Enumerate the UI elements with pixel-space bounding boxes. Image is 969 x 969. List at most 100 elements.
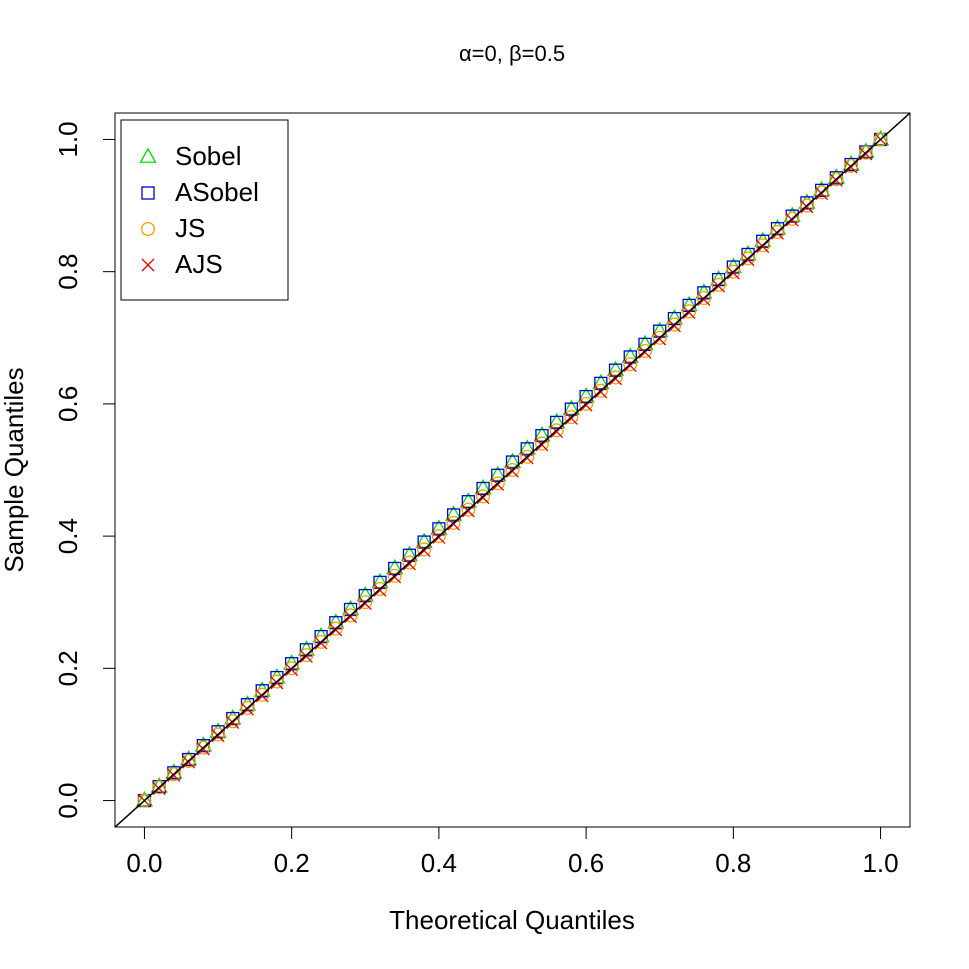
- marker-square: [461, 495, 475, 509]
- marker-triangle: [356, 586, 374, 602]
- marker-circle: [534, 436, 549, 451]
- marker-square: [623, 350, 637, 364]
- chart-title: α=0, β=0.5: [459, 41, 565, 66]
- marker-circle: [829, 172, 844, 187]
- marker-circle: [682, 304, 697, 319]
- marker-square: [579, 389, 593, 404]
- marker-circle: [858, 145, 873, 160]
- marker-triangle: [651, 321, 669, 338]
- marker-circle: [358, 595, 373, 610]
- marker-triangle: [533, 426, 551, 442]
- marker-circle: [431, 529, 446, 544]
- marker-triangle: [139, 147, 157, 163]
- marker-triangle: [400, 545, 419, 562]
- marker-triangle: [459, 492, 477, 508]
- x-tick-label: 1.0: [862, 848, 898, 878]
- marker-triangle: [548, 412, 566, 429]
- marker-square: [491, 468, 505, 482]
- marker-triangle: [606, 360, 625, 377]
- marker-triangle: [489, 465, 507, 482]
- marker-triangle: [386, 558, 404, 575]
- plot-frame: [114, 112, 911, 828]
- marker-circle: [343, 608, 358, 623]
- marker-square: [476, 481, 490, 496]
- marker-circle: [284, 661, 299, 676]
- marker-circle: [211, 727, 226, 742]
- marker-square: [446, 508, 461, 522]
- marker-triangle: [474, 478, 492, 495]
- marker-circle: [255, 687, 270, 702]
- marker-circle: [328, 621, 343, 636]
- marker-triangle: [371, 572, 389, 589]
- marker-circle: [314, 634, 329, 649]
- marker-triangle: [503, 452, 522, 468]
- marker-triangle: [445, 505, 463, 521]
- marker-square: [520, 442, 534, 456]
- legend-label: AJS: [175, 249, 223, 279]
- y-tick-label: 0.0: [53, 782, 83, 818]
- x-tick-label: 0.2: [274, 848, 310, 878]
- marker-circle: [844, 158, 859, 173]
- marker-triangle: [562, 399, 580, 416]
- marker-circle: [299, 648, 314, 663]
- marker-cross: [141, 258, 155, 272]
- legend-label: JS: [175, 213, 205, 243]
- marker-circle: [608, 370, 623, 385]
- x-tick-label: 0.0: [126, 848, 162, 878]
- y-axis-title: Sample Quantiles: [0, 367, 29, 572]
- reference-line: [115, 113, 910, 827]
- marker-triangle: [592, 373, 610, 390]
- legend-label: Sobel: [175, 141, 242, 171]
- marker-circle: [741, 251, 756, 266]
- marker-circle: [140, 221, 156, 237]
- x-axis-title: Theoretical Quantiles: [389, 905, 635, 935]
- y-tick-label: 0.2: [53, 650, 83, 686]
- marker-circle: [564, 410, 579, 425]
- marker-circle: [417, 542, 432, 557]
- marker-circle: [490, 476, 505, 491]
- marker-triangle: [430, 519, 448, 535]
- marker-square: [141, 186, 155, 200]
- x-tick-label: 0.4: [421, 848, 457, 878]
- marker-square: [608, 363, 623, 377]
- marker-square: [432, 522, 446, 536]
- marker-triangle: [415, 532, 433, 548]
- marker-circle: [579, 396, 594, 411]
- marker-circle: [814, 185, 829, 200]
- marker-circle: [623, 357, 638, 372]
- marker-circle: [520, 449, 535, 464]
- marker-square: [535, 428, 549, 443]
- marker-circle: [387, 568, 402, 583]
- marker-circle: [593, 383, 608, 398]
- marker-circle: [196, 740, 211, 755]
- marker-circle: [137, 793, 152, 808]
- marker-circle: [652, 330, 667, 345]
- marker-circle: [785, 211, 800, 226]
- marker-square: [402, 548, 417, 562]
- marker-circle: [152, 780, 167, 795]
- marker-circle: [637, 343, 653, 359]
- marker-triangle: [621, 347, 639, 363]
- marker-triangle: [636, 334, 654, 351]
- marker-square: [388, 561, 402, 576]
- y-tick-label: 0.8: [53, 254, 83, 290]
- marker-circle: [402, 555, 417, 570]
- marker-circle: [446, 515, 461, 530]
- marker-triangle: [518, 439, 536, 455]
- marker-circle: [225, 714, 240, 729]
- marker-circle: [726, 264, 741, 279]
- y-tick-label: 0.4: [53, 518, 83, 554]
- marker-square: [550, 415, 564, 430]
- marker-circle: [476, 489, 491, 504]
- x-tick-label: 0.8: [715, 848, 751, 878]
- marker-triangle: [135, 790, 154, 807]
- marker-circle: [770, 224, 785, 240]
- marker-circle: [240, 700, 255, 716]
- marker-circle: [166, 767, 181, 782]
- legend-label: ASobel: [175, 177, 259, 207]
- marker-circle: [181, 753, 196, 768]
- marker-circle: [269, 674, 284, 689]
- x-tick-label: 0.6: [568, 848, 604, 878]
- marker-square: [505, 455, 520, 469]
